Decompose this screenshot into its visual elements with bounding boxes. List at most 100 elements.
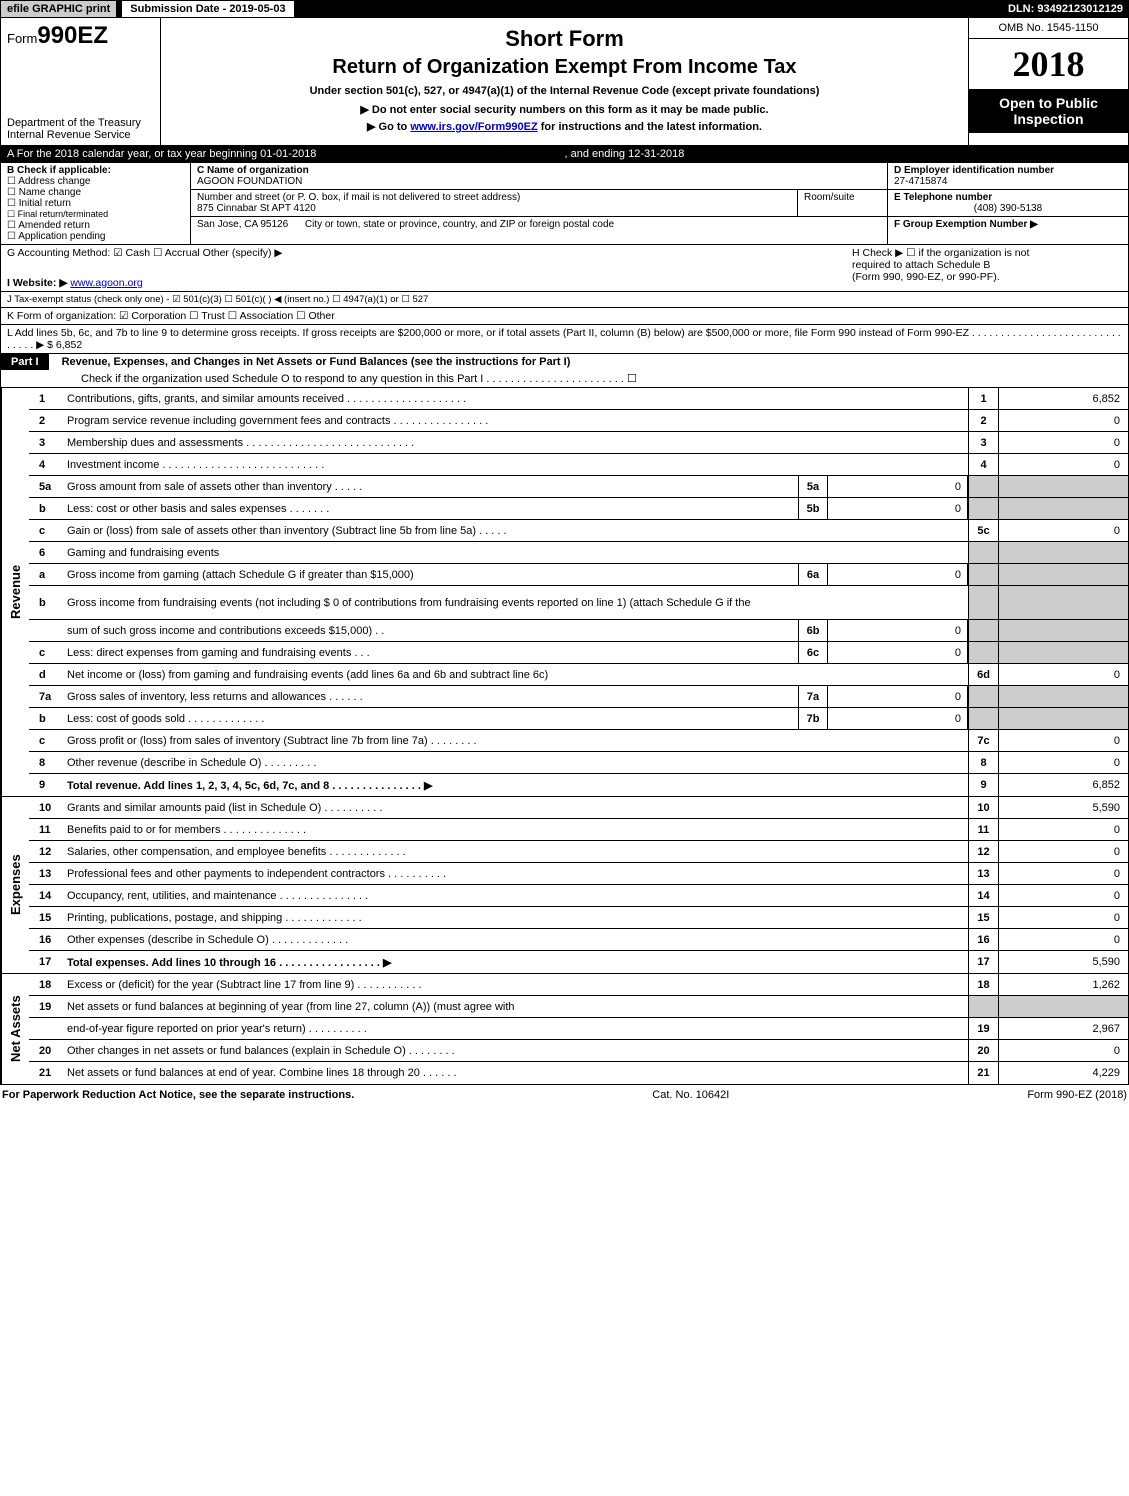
row-6a-mnum: 6a	[798, 564, 828, 585]
website-link[interactable]: www.agoon.org	[70, 277, 142, 289]
form-header: Form990EZ Department of the Treasury Int…	[0, 18, 1129, 146]
group-exemption-label: F Group Exemption Number ▶	[894, 219, 1122, 230]
row-1-desc: Contributions, gifts, grants, and simila…	[63, 391, 968, 407]
row-11-desc: Benefits paid to or for members . . . . …	[63, 822, 968, 838]
row-6d-num: d	[29, 667, 63, 683]
line-a-begin: A For the 2018 calendar year, or tax yea…	[7, 148, 565, 160]
department: Department of the Treasury Internal Reve…	[7, 117, 154, 141]
row-7b-desc: Less: cost of goods sold . . . . . . . .…	[63, 711, 798, 727]
org-name: AGOON FOUNDATION	[197, 176, 881, 187]
header-right: OMB No. 1545-1150 2018 Open to Public In…	[968, 18, 1128, 145]
row-16-num: 16	[29, 932, 63, 948]
chk-application-pending[interactable]: ☐ Application pending	[7, 231, 184, 242]
part-1-header: Part I Revenue, Expenses, and Changes in…	[0, 354, 1129, 388]
row-9-num: 9	[29, 777, 63, 793]
row-20-val: 0	[998, 1040, 1128, 1061]
row-6b2-rval	[998, 620, 1128, 641]
row-8: 8 Other revenue (describe in Schedule O)…	[29, 752, 1128, 774]
row-19b-desc: end-of-year figure reported on prior yea…	[63, 1021, 968, 1037]
row-11-val: 0	[998, 819, 1128, 840]
chk-initial-return[interactable]: ☐ Initial return	[7, 198, 184, 209]
chk-address-change[interactable]: ☐ Address change	[7, 176, 184, 187]
phone-label: E Telephone number	[894, 192, 1122, 203]
row-14-desc: Occupancy, rent, utilities, and maintena…	[63, 888, 968, 904]
row-1-num: 1	[29, 391, 63, 407]
row-7c-val: 0	[998, 730, 1128, 751]
line-h-3: (Form 990, 990-EZ, or 990-PF).	[852, 271, 1122, 283]
row-7a-rnum	[968, 686, 998, 707]
row-17-val: 5,590	[998, 951, 1128, 973]
footer-paperwork: For Paperwork Reduction Act Notice, see …	[2, 1089, 354, 1101]
row-4-desc: Investment income . . . . . . . . . . . …	[63, 457, 968, 473]
box-c: C Name of organization AGOON FOUNDATION …	[191, 163, 888, 244]
box-b-title: B Check if applicable:	[7, 165, 184, 176]
row-3-desc: Membership dues and assessments . . . . …	[63, 435, 968, 451]
row-13-val: 0	[998, 863, 1128, 884]
dln-number: DLN: 93492123012129	[1002, 1, 1129, 17]
row-7b-mval: 0	[828, 708, 968, 729]
row-15-val: 0	[998, 907, 1128, 928]
row-17-num: 17	[29, 954, 63, 970]
under-section-text: Under section 501(c), 527, or 4947(a)(1)…	[169, 85, 960, 97]
row-14: 14 Occupancy, rent, utilities, and maint…	[29, 885, 1128, 907]
chk-name-change-label: Name change	[19, 187, 81, 198]
row-7b: b Less: cost of goods sold . . . . . . .…	[29, 708, 1128, 730]
line-j: J Tax-exempt status (check only one) - ☑…	[0, 292, 1129, 308]
row-18: 18 Excess or (deficit) for the year (Sub…	[29, 974, 1128, 996]
efile-print-button[interactable]: efile GRAPHIC print	[0, 0, 117, 18]
row-6b-rnum	[968, 586, 998, 619]
row-6c-mval: 0	[828, 642, 968, 663]
row-21-rnum: 21	[968, 1062, 998, 1084]
row-17: 17 Total expenses. Add lines 10 through …	[29, 951, 1128, 973]
row-5a: 5a Gross amount from sale of assets othe…	[29, 476, 1128, 498]
org-name-cell: C Name of organization AGOON FOUNDATION	[191, 163, 887, 190]
chk-amended-return[interactable]: ☐ Amended return	[7, 220, 184, 231]
net-assets-section: Net Assets 18 Excess or (deficit) for th…	[0, 974, 1129, 1085]
row-1: 1 Contributions, gifts, grants, and simi…	[29, 388, 1128, 410]
irs-link[interactable]: www.irs.gov/Form990EZ	[410, 121, 537, 133]
row-15-num: 15	[29, 910, 63, 926]
row-4-val: 0	[998, 454, 1128, 475]
city-label: City or town, state or province, country…	[305, 219, 614, 230]
revenue-side-label: Revenue	[1, 388, 29, 796]
row-7a: 7a Gross sales of inventory, less return…	[29, 686, 1128, 708]
chk-address-change-label: Address change	[18, 176, 90, 187]
row-6-rval	[998, 542, 1128, 563]
row-9: 9 Total revenue. Add lines 1, 2, 3, 4, 5…	[29, 774, 1128, 796]
row-6b-rval	[998, 586, 1128, 619]
expenses-side-label: Expenses	[1, 797, 29, 973]
row-6b-num: b	[29, 595, 63, 611]
expenses-section: Expenses 10 Grants and similar amounts p…	[0, 797, 1129, 974]
row-2-num: 2	[29, 413, 63, 429]
lines-g-h: G Accounting Method: ☑ Cash ☐ Accrual Ot…	[0, 245, 1129, 292]
row-6d: d Net income or (loss) from gaming and f…	[29, 664, 1128, 686]
footer-form-ref: Form 990-EZ (2018)	[1027, 1089, 1127, 1101]
row-12-num: 12	[29, 844, 63, 860]
row-6c-num: c	[29, 645, 63, 661]
row-19b-num	[29, 1027, 63, 1031]
row-7c-desc: Gross profit or (loss) from sales of inv…	[63, 733, 968, 749]
part-1-title: Revenue, Expenses, and Changes in Net As…	[52, 356, 571, 368]
line-h-1: H Check ▶ ☐ if the organization is not	[852, 247, 1122, 259]
row-20-desc: Other changes in net assets or fund bala…	[63, 1043, 968, 1059]
row-6a-mval: 0	[828, 564, 968, 585]
city-value: San Jose, CA 95126	[197, 219, 288, 230]
address-value: 875 Cinnabar St APT 4120	[197, 203, 791, 214]
row-6a: a Gross income from gaming (attach Sched…	[29, 564, 1128, 586]
row-5b-num: b	[29, 501, 63, 517]
row-10: 10 Grants and similar amounts paid (list…	[29, 797, 1128, 819]
form-prefix: Form	[7, 31, 37, 46]
row-16-rnum: 16	[968, 929, 998, 950]
row-9-val: 6,852	[998, 774, 1128, 796]
row-19-rnum	[968, 996, 998, 1017]
chk-application-pending-label: Application pending	[18, 231, 105, 242]
row-7c-rnum: 7c	[968, 730, 998, 751]
address-cell: Number and street (or P. O. box, if mail…	[191, 190, 887, 217]
row-5c-desc: Gain or (loss) from sale of assets other…	[63, 523, 968, 539]
row-3-rnum: 3	[968, 432, 998, 453]
row-10-rnum: 10	[968, 797, 998, 818]
line-h: H Check ▶ ☐ if the organization is not r…	[852, 247, 1122, 289]
chk-final-return[interactable]: ☐ Final return/terminated	[7, 209, 184, 220]
chk-name-change[interactable]: ☐ Name change	[7, 187, 184, 198]
phone-cell: E Telephone number (408) 390-5138	[888, 190, 1128, 217]
